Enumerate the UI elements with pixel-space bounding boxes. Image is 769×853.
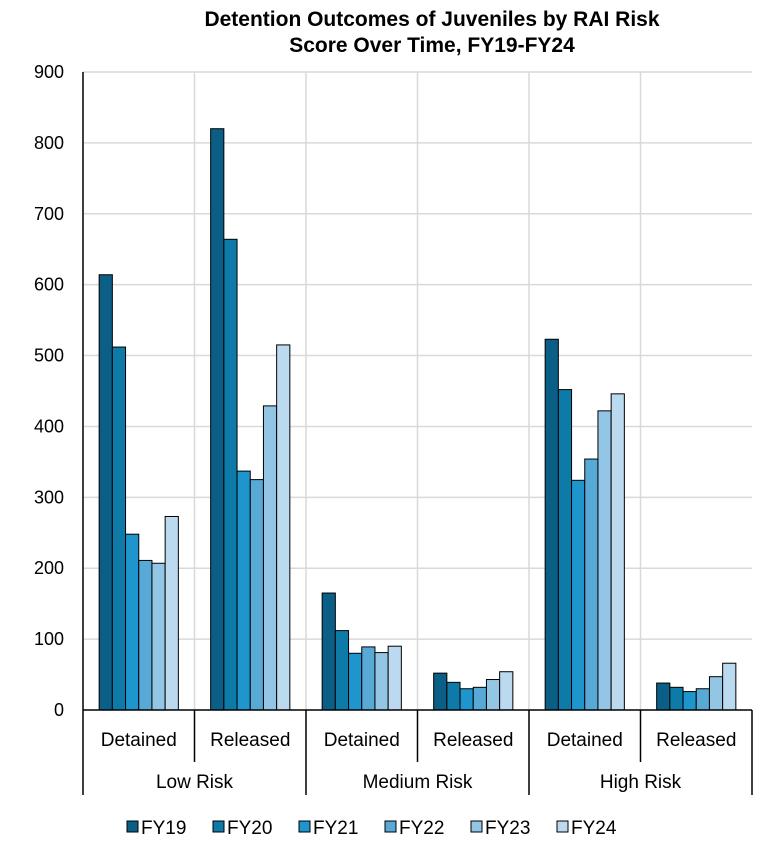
bar-fy21 — [236, 470, 251, 711]
bar-fy19 — [210, 128, 225, 711]
x-tick-label: Detained — [324, 730, 400, 751]
legend: FY19 FY20 FY21 FY22 FY23 FY24 — [126, 818, 617, 839]
group-label: Medium Risk — [363, 772, 473, 793]
legend-label-fy24: FY24 — [571, 818, 617, 839]
bar-fy24 — [610, 393, 625, 711]
legend-label-fy20: FY20 — [227, 818, 272, 839]
bar-fy24 — [276, 344, 291, 711]
bar-fy19 — [98, 274, 113, 711]
bar-fy21 — [125, 533, 140, 711]
bar-fy19 — [656, 682, 671, 711]
bar-fy22 — [138, 559, 153, 711]
legend-swatch-fy19 — [126, 820, 139, 833]
bar-fy20 — [669, 686, 684, 711]
bar-fy23 — [151, 562, 166, 711]
bar-fy21 — [682, 691, 697, 711]
legend-swatch-fy22 — [384, 820, 397, 833]
legend-label-fy21: FY21 — [313, 818, 358, 839]
bar-fy22 — [249, 479, 264, 711]
bar-fy22 — [472, 686, 487, 711]
y-tick-label: 600 — [34, 275, 64, 295]
y-tick-label: 900 — [34, 62, 64, 82]
y-tick-label: 200 — [34, 558, 64, 578]
chart-title-line-1: Detention Outcomes of Juveniles by RAI R… — [204, 8, 659, 31]
legend-label-fy23: FY23 — [485, 818, 530, 839]
bar-fy24 — [387, 645, 402, 711]
y-tick-label: 100 — [34, 629, 64, 649]
x-tick-label: Detained — [101, 730, 177, 751]
bar-fy22 — [361, 646, 376, 711]
y-tick-label: 800 — [34, 133, 64, 153]
x-tick-label: Released — [433, 730, 513, 751]
bar-fy23 — [597, 410, 612, 711]
bar-fy19 — [321, 592, 336, 711]
y-tick-label: 300 — [34, 487, 64, 507]
bar-fy21 — [459, 688, 474, 711]
bar-fy20 — [334, 630, 350, 711]
x-tick-label: Detained — [547, 730, 623, 751]
bar-fy20 — [223, 238, 238, 711]
x-tick-label: Released — [210, 730, 290, 751]
bar-fy20 — [446, 681, 461, 711]
y-axis: 0 100 200 300 400 500 600 700 800 900 — [34, 62, 64, 720]
bar-fy23 — [708, 676, 724, 711]
bar-fy20 — [111, 346, 127, 711]
bar-fy23 — [262, 405, 278, 711]
bar-fy22 — [695, 688, 710, 711]
bar-fy19 — [544, 338, 559, 711]
bar-fy24 — [722, 662, 737, 711]
group-label: Low Risk — [156, 772, 234, 793]
bar-fy21 — [348, 652, 363, 711]
y-tick-label: 0 — [54, 700, 64, 720]
y-tick-label: 700 — [34, 204, 64, 224]
x-axis: Detained Released Detained Released Detained… — [82, 72, 753, 795]
chart-title-line-2: Score Over Time, FY19-FY24 — [289, 34, 575, 57]
bar-fy19 — [433, 672, 448, 711]
legend-swatch-fy23 — [470, 820, 483, 833]
legend-swatch-fy21 — [298, 820, 311, 833]
bar-fy21 — [571, 479, 586, 711]
bar-fy22 — [584, 458, 599, 711]
bar-fy20 — [557, 389, 573, 711]
legend-label-fy19: FY19 — [141, 818, 186, 839]
legend-swatch-fy24 — [556, 820, 569, 833]
group-label: High Risk — [600, 772, 682, 793]
x-tick-label: Released — [656, 730, 736, 751]
y-tick-label: 500 — [34, 346, 64, 366]
bar-fy24 — [164, 515, 179, 711]
bar-fy23 — [485, 679, 501, 711]
bar-fy24 — [499, 671, 514, 711]
gridlines — [83, 71, 752, 710]
legend-swatch-fy20 — [212, 820, 225, 833]
bar-fy23 — [374, 652, 389, 711]
y-tick-label: 400 — [34, 416, 64, 436]
legend-label-fy22: FY22 — [399, 818, 444, 839]
